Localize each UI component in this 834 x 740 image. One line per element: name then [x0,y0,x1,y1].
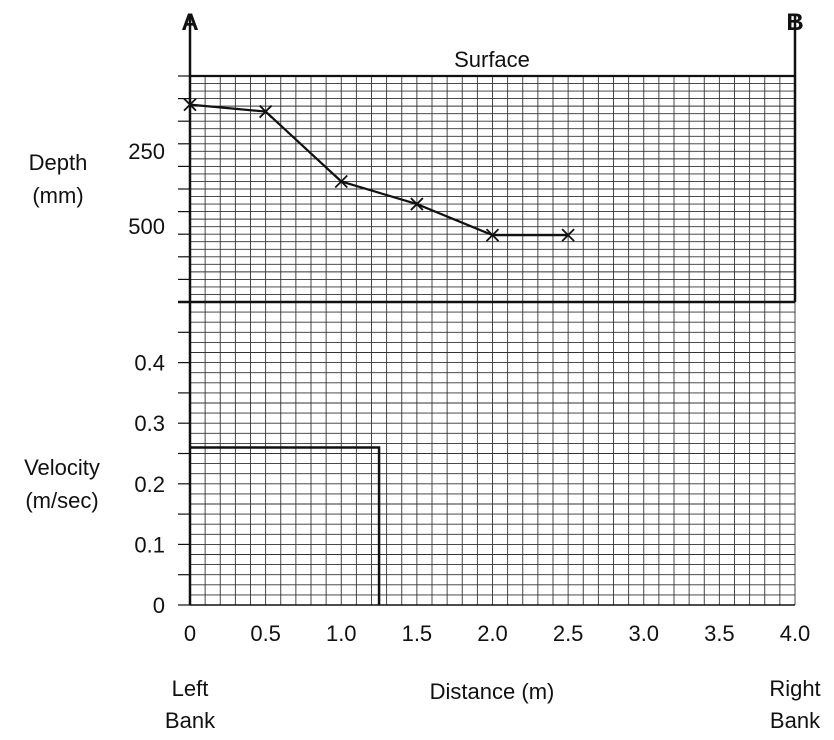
velocity-tick-label: 0.1 [134,532,165,557]
velocity-bar [190,446,381,605]
distance-tick-label: 4.0 [780,621,811,646]
left-bank-label: Bank [165,708,216,733]
depth-profile [183,97,575,242]
corner-label-b: B [786,9,803,36]
depth-point-marker [258,104,273,119]
velocity-axis-label: Velocity [24,455,100,480]
right-bank-label: Right [769,676,820,701]
depth-axis-unit: (mm) [32,183,83,208]
marker-stroke [183,97,197,112]
left-bank-label: Left [172,676,209,701]
distance-tick-label: 3.0 [628,621,659,646]
distance-tick-label: 1.0 [326,621,357,646]
velocity-bars [190,446,381,605]
velocity-axis-unit: (m/sec) [25,488,98,513]
distance-tick-label: 2.0 [477,621,508,646]
right-bank-label: Bank [770,708,821,733]
marker-stroke [334,174,348,189]
graph-frame [178,15,797,606]
depth-point-marker [561,228,575,242]
axis-ticks [178,75,190,606]
marker-stroke [561,228,575,242]
depth-tick-label: 500 [128,214,165,239]
corner-label-a: A [181,9,198,36]
x-axis-label: Distance (m) [430,679,555,704]
velocity-tick-label: 0.3 [134,411,165,436]
velocity-tick-label: 0.4 [134,351,165,376]
depth-profile-line [189,103,569,237]
distance-tick-label: 0 [184,621,196,646]
marker-stroke [485,228,500,242]
distance-tick-labels: 0 0.5 1.0 1.5 2.0 2.5 3.0 3.5 4.0 [184,621,810,646]
marker-stroke [258,104,273,119]
surface-label: Surface [454,47,530,72]
distance-tick-label: 3.5 [704,621,735,646]
depth-tick-label: 250 [128,139,165,164]
velocity-tick-label: 0 [153,593,165,618]
velocity-tick-labels: 0 0.1 0.2 0.3 0.4 [134,351,165,618]
depth-point-marker [183,97,197,112]
marker-stroke [410,197,424,211]
distance-tick-label: 2.5 [553,621,584,646]
velocity-tick-label: 0.2 [134,472,165,497]
depth-axis-label: Depth [29,150,88,175]
depth-point-marker [410,197,424,211]
distance-tick-label: 0.5 [250,621,281,646]
graph-grid [189,75,796,606]
distance-tick-label: 1.5 [402,621,433,646]
depth-point-marker [485,228,500,242]
depth-point-marker [334,174,348,189]
